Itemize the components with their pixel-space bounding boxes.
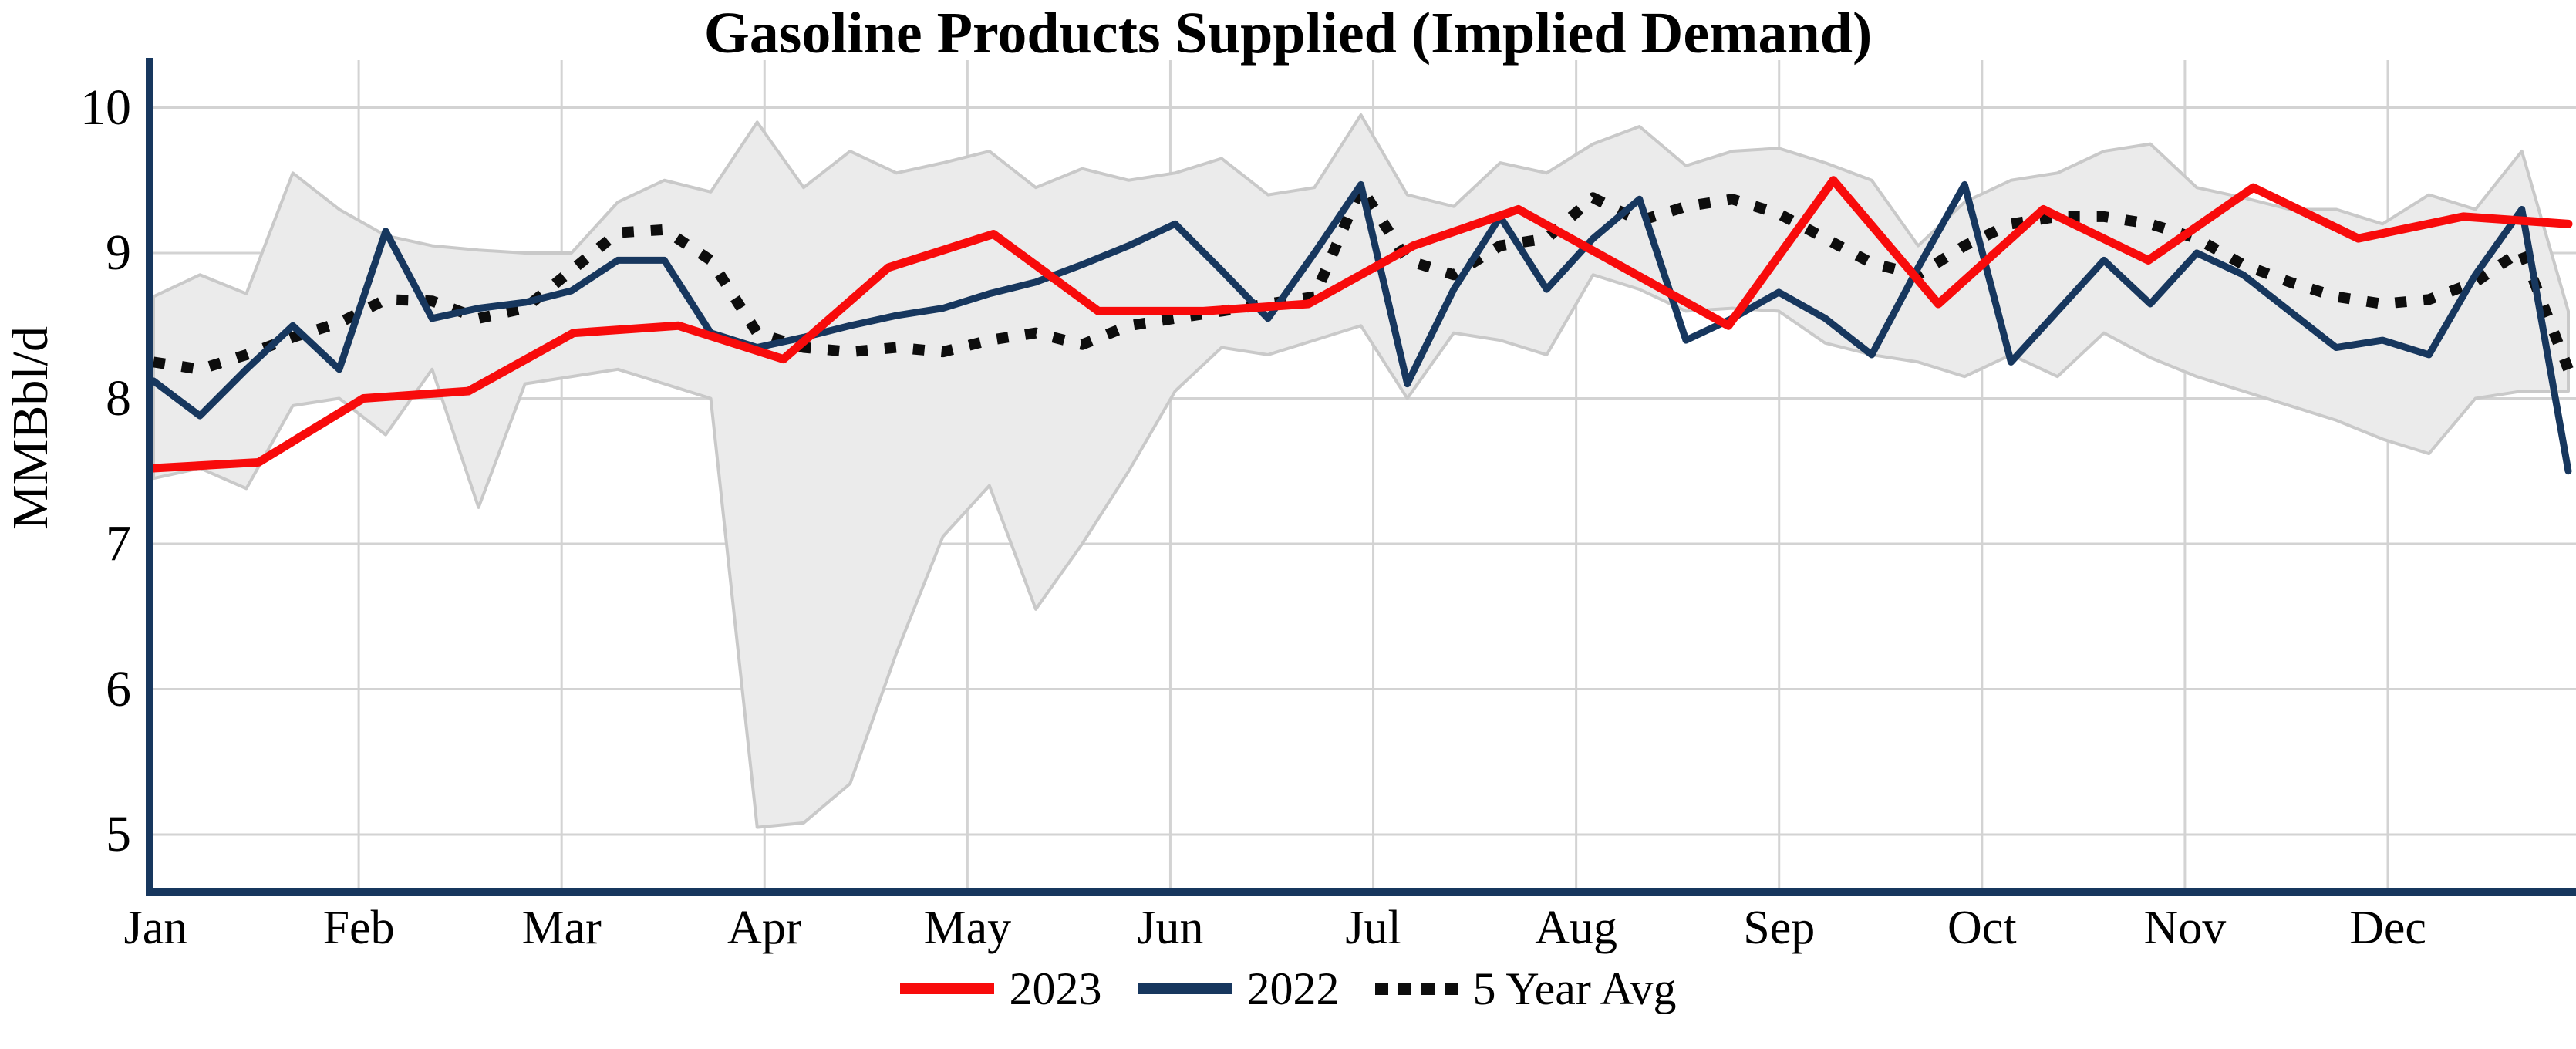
x-tick-label-feb: Feb <box>322 902 395 954</box>
x-tick-label-jun: Jun <box>1137 902 1204 954</box>
navy-line-swatch <box>1137 983 1232 994</box>
x-tick-label-apr: Apr <box>727 902 802 954</box>
y-tick-label-9: 9 <box>106 224 131 281</box>
x-tick-label-mar: Mar <box>521 902 602 954</box>
x-tick-label-aug: Aug <box>1535 902 1618 954</box>
y-tick-label-10: 10 <box>80 79 131 136</box>
x-tick-label-jul: Jul <box>1345 902 1401 954</box>
x-tick-label-nov: Nov <box>2143 902 2227 954</box>
five-year-range-band <box>152 113 2570 829</box>
legend-label-2022: 2022 <box>1246 963 1340 1014</box>
legend-label-2023: 2023 <box>1009 963 1102 1014</box>
x-tick-label-sep: Sep <box>1743 902 1816 954</box>
x-tick-label-oct: Oct <box>1947 902 2017 954</box>
x-tick-label-jan: Jan <box>123 902 188 954</box>
legend-item-5yr-avg: 5 Year Avg <box>1374 963 1677 1014</box>
series-line-5-year-avg <box>152 182 2574 375</box>
legend-label-5yr-avg: 5 Year Avg <box>1472 963 1677 1014</box>
red-line-swatch <box>899 983 994 994</box>
y-tick-label-8: 8 <box>106 369 131 427</box>
legend-item-2022: 2022 <box>1137 963 1340 1014</box>
chart-title: Gasoline Products Supplied (Implied Dema… <box>703 1 1873 66</box>
y-tick-label-6: 6 <box>106 660 131 717</box>
y-tick-label-5: 5 <box>106 806 131 862</box>
x-tick-label-may: May <box>923 902 1012 954</box>
legend: 2023 2022 5 Year Avg <box>0 966 2576 1012</box>
legend-item-2023: 2023 <box>899 963 1102 1014</box>
black-dotted-swatch <box>1374 983 1458 995</box>
series-line-2022 <box>150 180 2572 475</box>
y-tick-label-7: 7 <box>106 515 131 572</box>
series-line-2023 <box>149 176 2573 473</box>
x-tick-label-dec: Dec <box>2349 902 2426 954</box>
